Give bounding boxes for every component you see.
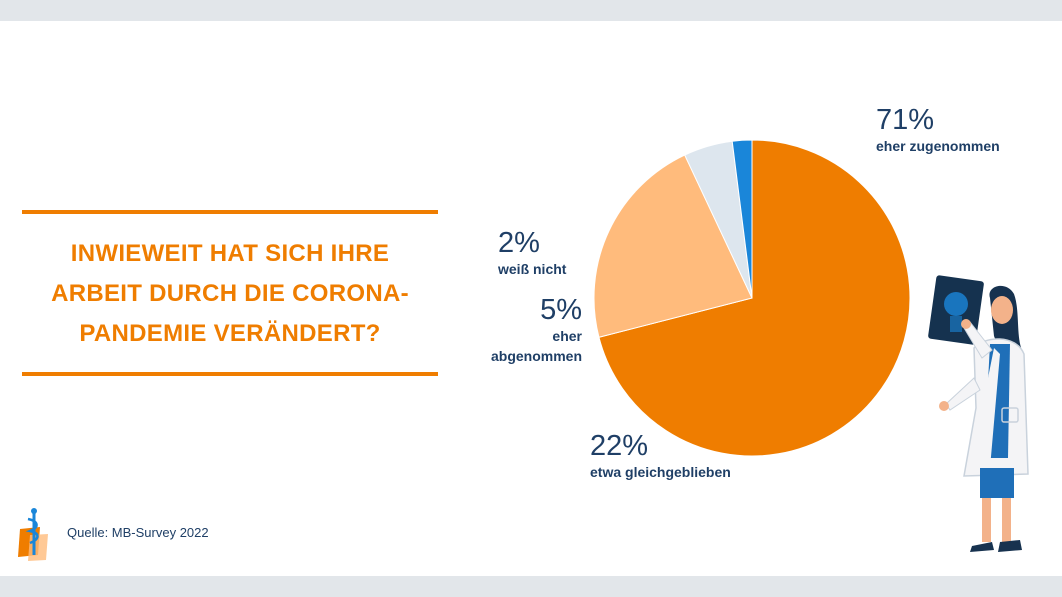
slice-increased bbox=[598, 139, 911, 457]
title-bottom-rule bbox=[22, 372, 438, 376]
marburger-bund-logo-icon bbox=[18, 508, 48, 561]
label-decreased-text: eher abgenommen bbox=[490, 328, 582, 364]
doctor-with-xray-illustration bbox=[928, 275, 1029, 552]
label-same-text: etwa gleichgeblieben bbox=[590, 464, 731, 480]
label-unknown-pct: 2% bbox=[498, 227, 540, 259]
title-block: INWIEWEIT HAT SICH IHRE ARBEIT DURCH DIE… bbox=[22, 210, 438, 376]
source-note: Quelle: MB-Survey 2022 bbox=[67, 525, 209, 540]
label-unknown-text: weiß nicht bbox=[498, 261, 567, 277]
title-top-rule bbox=[22, 210, 438, 214]
label-increased: 71% eher zugenommen bbox=[876, 104, 1000, 156]
label-increased-text: eher zugenommen bbox=[876, 138, 1000, 154]
label-decreased: 5% eher abgenommen bbox=[491, 294, 582, 366]
label-unknown: 2% weiß nicht bbox=[498, 227, 566, 279]
label-increased-pct: 71% bbox=[876, 104, 935, 136]
label-same: 22% etwa gleichgeblieben bbox=[590, 430, 731, 482]
label-decreased-pct: 5% bbox=[540, 294, 582, 326]
label-same-pct: 22% bbox=[590, 430, 649, 462]
slice-unknown bbox=[731, 139, 753, 299]
slice-same bbox=[593, 154, 753, 338]
chart-title: INWIEWEIT HAT SICH IHRE ARBEIT DURCH DIE… bbox=[51, 240, 409, 347]
